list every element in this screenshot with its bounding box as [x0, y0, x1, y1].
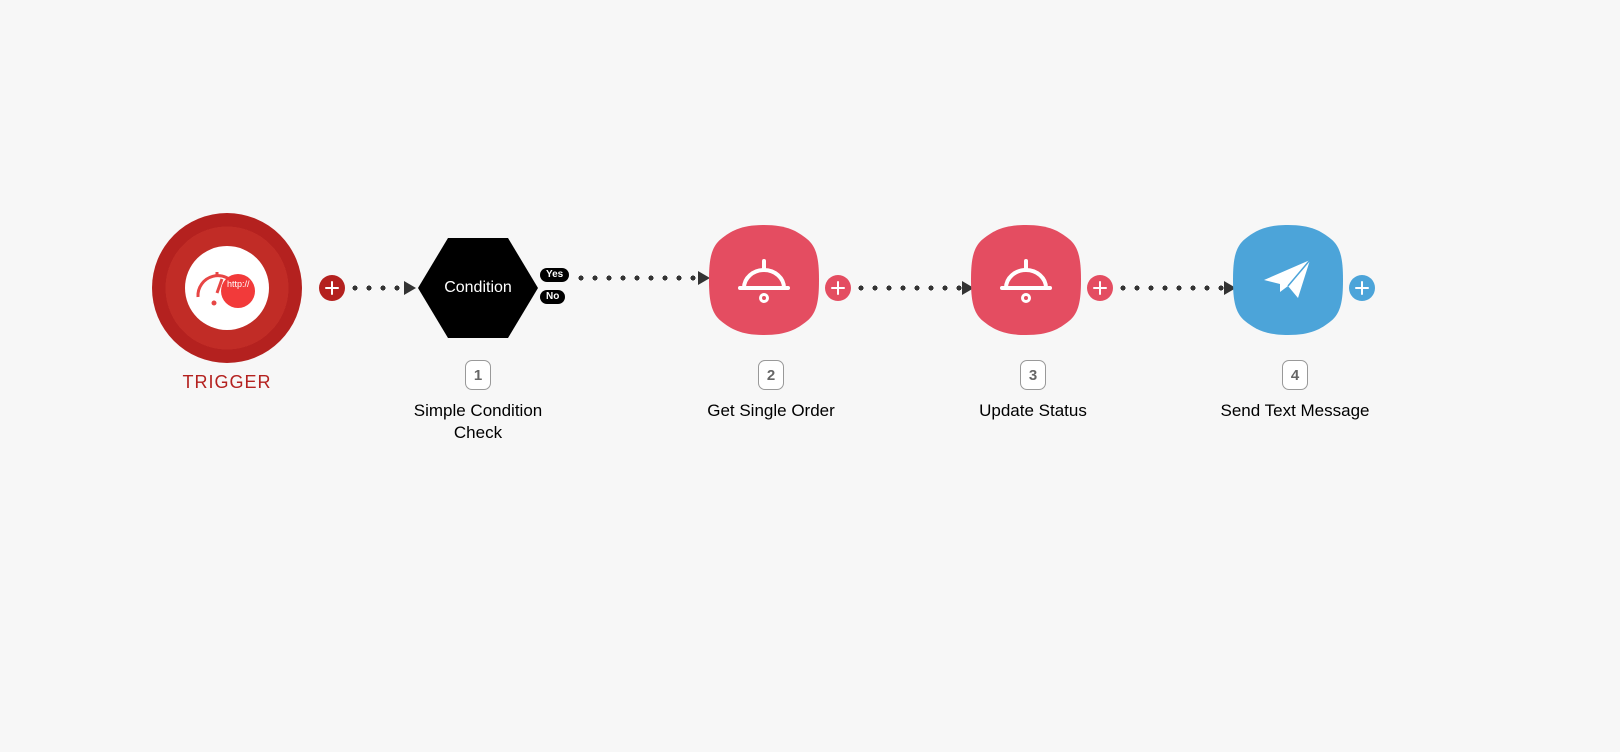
arrowhead-icon [404, 281, 416, 295]
condition-yes-label: Yes [540, 268, 569, 282]
add-step-after-3[interactable] [1087, 275, 1113, 301]
paper-plane-icon [1260, 252, 1316, 308]
action-node-update-status[interactable] [976, 230, 1076, 330]
connector [854, 285, 962, 291]
condition-no-label: No [540, 290, 565, 304]
trigger-node[interactable]: http:// [152, 213, 302, 363]
connector [574, 275, 698, 281]
action-node-get-single-order[interactable] [714, 230, 814, 330]
trigger-label: TRIGGER [152, 372, 302, 393]
connector [1116, 285, 1224, 291]
condition-text: Condition [444, 279, 512, 297]
action-node-send-text-message[interactable] [1238, 230, 1338, 330]
step-label-3: Update Status [953, 400, 1113, 422]
add-step-after-4[interactable] [1349, 275, 1375, 301]
step-badge-2: 2 [758, 360, 784, 390]
add-step-after-2[interactable] [825, 275, 851, 301]
workflow-canvas[interactable]: http:// TRIGGER Condition Yes No 1 Simpl… [0, 0, 1620, 752]
plus-icon [1093, 281, 1107, 295]
step-badge-1: 1 [465, 360, 491, 390]
plus-icon [1355, 281, 1369, 295]
plus-icon [325, 281, 339, 295]
http-badge-text: http:// [227, 279, 250, 289]
step-label-1: Simple Condition Check [398, 400, 558, 444]
step-label-4: Send Text Message [1215, 400, 1375, 422]
plus-icon [831, 281, 845, 295]
condition-node[interactable]: Condition [418, 238, 538, 338]
step-label-2: Get Single Order [691, 400, 851, 422]
step-badge-3: 3 [1020, 360, 1046, 390]
bell-icon [996, 258, 1056, 308]
add-step-after-trigger[interactable] [319, 275, 345, 301]
connector [348, 285, 404, 291]
bell-icon [734, 258, 794, 308]
step-badge-4: 4 [1282, 360, 1308, 390]
